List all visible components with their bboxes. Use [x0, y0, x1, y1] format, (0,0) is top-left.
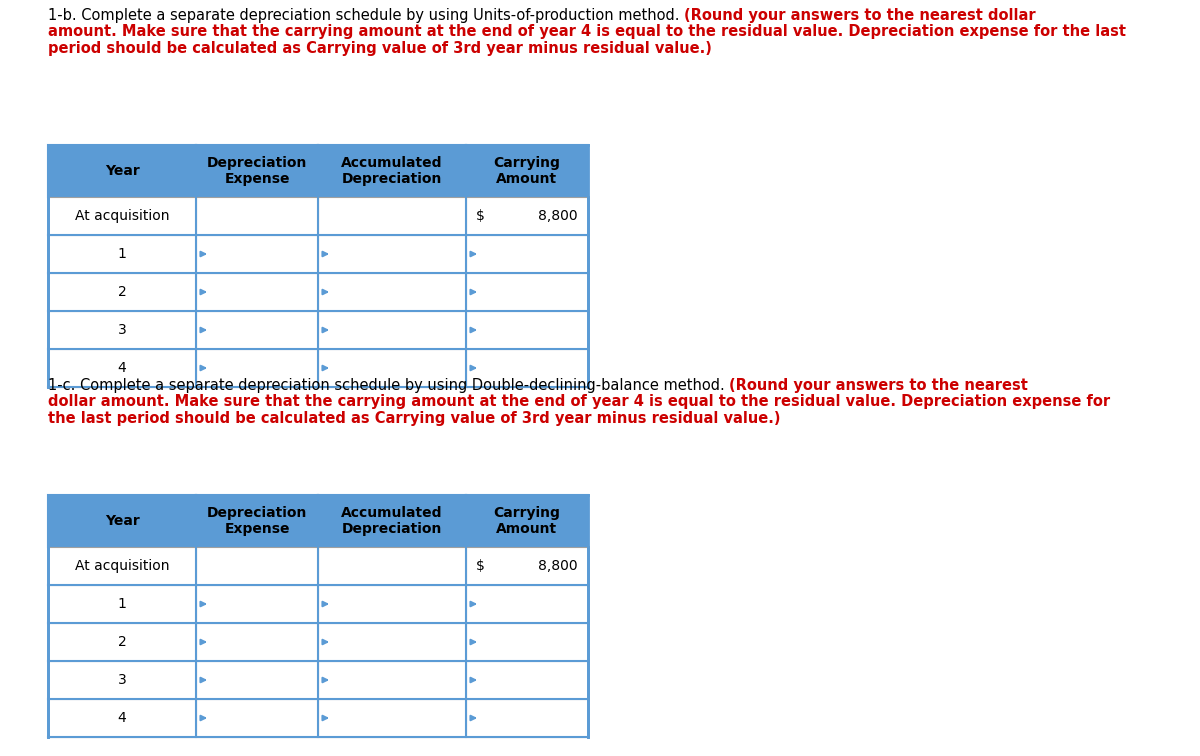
Bar	[48, 661, 196, 699]
Bar	[48, 585, 196, 623]
Text: 1: 1	[118, 247, 126, 261]
Bar	[466, 197, 588, 235]
Text: 2: 2	[118, 635, 126, 649]
Bar	[318, 585, 466, 623]
Text: (Round your answers to the nearest dollar: (Round your answers to the nearest dolla…	[684, 8, 1036, 23]
Bar	[318, 349, 466, 387]
Bar	[318, 273, 466, 311]
Text: amount. Make sure that the carrying amount at the end of year 4 is equal to the : amount. Make sure that the carrying amou…	[48, 24, 1126, 39]
Text: 3: 3	[118, 673, 126, 687]
Bar	[196, 349, 318, 387]
Bar	[196, 311, 318, 349]
Bar	[466, 273, 588, 311]
Text: 8,800: 8,800	[539, 209, 578, 223]
Text: At acquisition: At acquisition	[74, 209, 169, 223]
Bar	[196, 547, 318, 585]
Bar	[196, 623, 318, 661]
Text: $: $	[476, 209, 485, 223]
Bar	[466, 311, 588, 349]
Text: 2: 2	[118, 285, 126, 299]
Bar	[48, 235, 196, 273]
Bar	[318, 623, 466, 661]
Bar	[48, 273, 196, 311]
Text: 4: 4	[118, 711, 126, 725]
Bar	[466, 699, 588, 737]
Bar	[466, 495, 588, 547]
Bar	[466, 547, 588, 585]
Bar	[466, 349, 588, 387]
Text: Accumulated
Depreciation: Accumulated Depreciation	[341, 156, 443, 186]
Text: Accumulated
Depreciation: Accumulated Depreciation	[341, 506, 443, 536]
Text: period should be calculated as Carrying value of 3rd year minus residual value.): period should be calculated as Carrying …	[48, 41, 712, 55]
Bar	[48, 145, 196, 197]
Bar	[466, 623, 588, 661]
Bar	[466, 661, 588, 699]
Bar	[318, 235, 466, 273]
Bar	[196, 661, 318, 699]
Bar	[196, 145, 318, 197]
Text: Carrying
Amount: Carrying Amount	[493, 156, 560, 186]
Bar	[318, 197, 466, 235]
Bar	[466, 235, 588, 273]
Text: Year: Year	[104, 164, 139, 178]
Text: 1-b. Complete a separate depreciation schedule by using Units-of-production meth: 1-b. Complete a separate depreciation sc…	[48, 8, 684, 23]
Bar	[318, 547, 466, 585]
Text: the last period should be calculated as Carrying value of 3rd year minus residua: the last period should be calculated as …	[48, 411, 780, 426]
Bar	[48, 311, 196, 349]
Text: $: $	[476, 559, 485, 573]
Bar	[318, 311, 466, 349]
Text: Depreciation
Expense: Depreciation Expense	[206, 506, 307, 536]
Bar	[318, 699, 466, 737]
Bar	[196, 699, 318, 737]
Bar	[466, 145, 588, 197]
Text: At acquisition: At acquisition	[74, 559, 169, 573]
Text: 4: 4	[118, 361, 126, 375]
Text: dollar amount. Make sure that the carrying amount at the end of year 4 is equal : dollar amount. Make sure that the carryi…	[48, 395, 1110, 409]
Text: Depreciation
Expense: Depreciation Expense	[206, 156, 307, 186]
Bar	[48, 623, 196, 661]
Bar	[196, 235, 318, 273]
Text: (Round your answers to the nearest: (Round your answers to the nearest	[730, 378, 1028, 393]
Text: 1: 1	[118, 597, 126, 611]
Text: Year: Year	[104, 514, 139, 528]
Text: 3: 3	[118, 323, 126, 337]
Bar	[48, 547, 196, 585]
Bar	[48, 349, 196, 387]
Bar	[318, 495, 466, 547]
Text: 1-c. Complete a separate depreciation schedule by using Double-declining-balance: 1-c. Complete a separate depreciation sc…	[48, 378, 730, 393]
Bar	[48, 197, 196, 235]
Text: Carrying
Amount: Carrying Amount	[493, 506, 560, 536]
Text: 8,800: 8,800	[539, 559, 578, 573]
Bar	[318, 661, 466, 699]
Bar	[48, 495, 196, 547]
Bar	[196, 273, 318, 311]
Bar	[196, 197, 318, 235]
Bar	[196, 585, 318, 623]
Bar	[48, 699, 196, 737]
Bar	[466, 585, 588, 623]
Bar	[196, 495, 318, 547]
Bar	[318, 145, 466, 197]
